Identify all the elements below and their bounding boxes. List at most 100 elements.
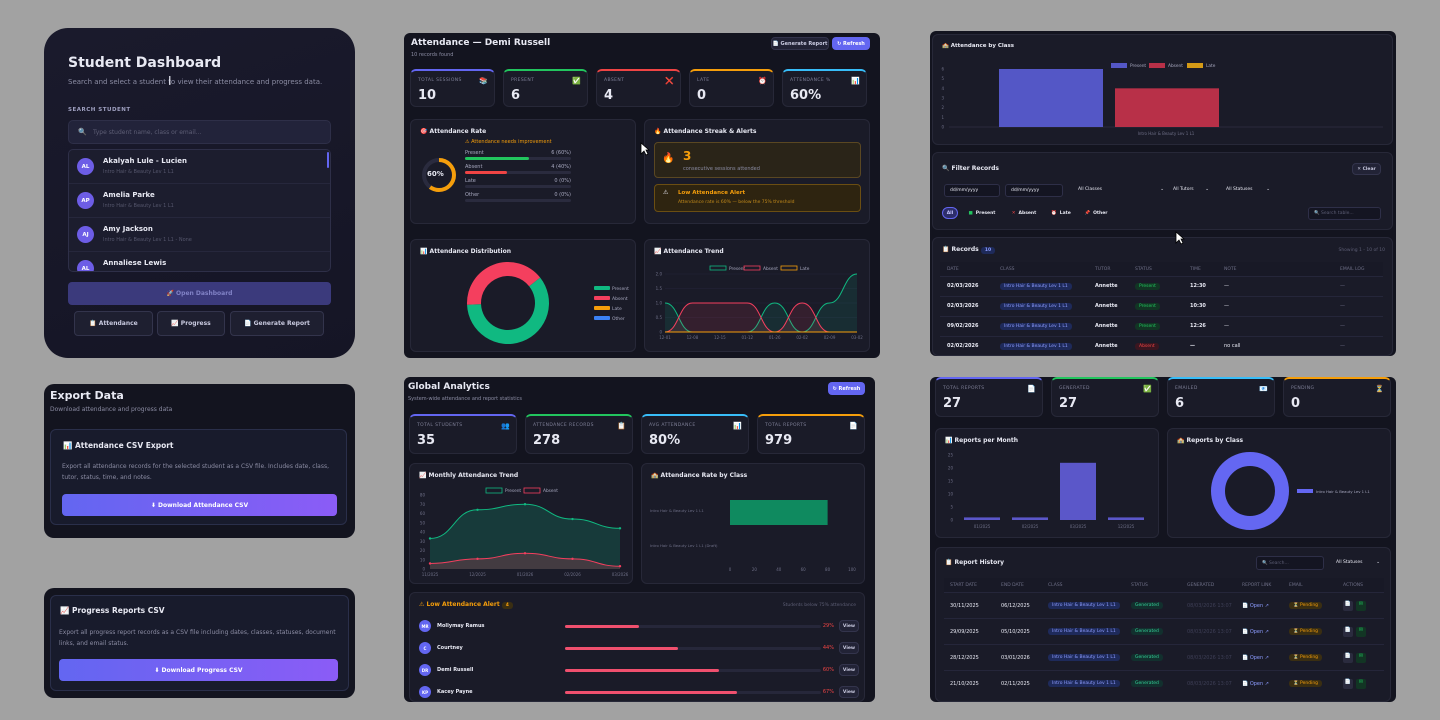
student-list-item[interactable]: AL Annaliese Lewis bbox=[69, 252, 330, 271]
records-panel: 🏫 Attendance by Class 6 5 4 3 2 1 0 Present Abse… bbox=[930, 31, 1396, 356]
date-to-input[interactable]: dd/mm/yyyy bbox=[1005, 184, 1063, 197]
trend-card: 📈 Attendance Trend 2.0 1.5 1.0 0.5 0 12-01 12-… bbox=[644, 239, 870, 352]
distribution-title: 📊 Attendance Distribution bbox=[420, 248, 511, 255]
stat-value: 35 bbox=[417, 433, 436, 448]
view-button[interactable]: View bbox=[839, 620, 859, 632]
clear-filters-button[interactable]: ✕ Clear bbox=[1352, 163, 1381, 175]
fire-icon: 🔥 bbox=[662, 153, 675, 164]
tab-generate-report[interactable]: 📄 Generate Report bbox=[230, 311, 324, 336]
download-attendance-csv-button[interactable]: ⬇ Download Attendance CSV bbox=[62, 494, 337, 516]
search-input[interactable]: 🔍 Type student name, class or email... bbox=[68, 120, 331, 144]
document-icon[interactable]: 📄 bbox=[1343, 600, 1353, 611]
x-tick-label: 03/2025 bbox=[1070, 524, 1087, 529]
status-select[interactable]: All Statuses ⌄ bbox=[1221, 184, 1273, 197]
records-table: DATE CLASS TUTOR STATUS TIME NOTE EMAIL LOG 02… bbox=[940, 262, 1383, 355]
student-list-item[interactable]: AP Amelia Parke Intro Hair & Beauty Lev 1 … bbox=[69, 184, 330, 218]
avatar: KP bbox=[419, 686, 431, 698]
student-list-item[interactable]: AL Akalyah Lule - Lucien Intro Hair & Beau… bbox=[69, 150, 330, 184]
data-point bbox=[476, 508, 479, 511]
table-row[interactable]: 29/09/2025 05/10/2025 Intro Hair & Beauty … bbox=[944, 618, 1384, 644]
cell-class-tag: Intro Hair & Beauty Lev 1 L1 bbox=[1000, 282, 1072, 290]
table-search-input[interactable]: 🔍 Search table... bbox=[1308, 207, 1381, 220]
table-row[interactable]: 30/11/2025 06/12/2025 Intro Hair & Beauty … bbox=[944, 592, 1384, 618]
stat-icon: 👥 bbox=[501, 422, 510, 430]
date-from-input[interactable]: dd/mm/yyyy bbox=[944, 184, 1000, 197]
download-progress-csv-button[interactable]: ⬇ Download Progress CSV bbox=[59, 659, 338, 681]
history-status-select[interactable]: All Statuses ⌄ bbox=[1331, 556, 1383, 570]
report-history-table: START DATE END DATE CLASS STATUS GENERATED RE… bbox=[944, 578, 1384, 701]
history-search-input[interactable]: 🔍 Search... bbox=[1256, 556, 1324, 570]
open-report-link[interactable]: 📄 Open ↗ bbox=[1242, 654, 1269, 661]
document-icon[interactable]: 📄 bbox=[1343, 652, 1353, 663]
table-row[interactable]: 28/12/2025 03/01/2026 Intro Hair & Beauty … bbox=[944, 644, 1384, 670]
stat-card: ATTENDANCE % 60% 📊 bbox=[782, 69, 867, 107]
student-list-item[interactable]: AJ Amy Jackson Intro Hair & Beauty Lev 1 L… bbox=[69, 218, 330, 252]
chip-late[interactable]: ⏰ Late bbox=[1047, 207, 1075, 219]
attendance-percent: 44% bbox=[822, 645, 834, 651]
tutor-select[interactable]: All Tutors ⌄ bbox=[1168, 184, 1212, 197]
progress-csv-panel: 📈 Progress Reports CSV Export all progre… bbox=[44, 588, 355, 698]
progress-csv-desc: Export all progress report records as a … bbox=[59, 629, 336, 647]
cell-status-badge: Generated bbox=[1131, 654, 1163, 661]
refresh-button[interactable]: ↻ Refresh bbox=[832, 37, 870, 50]
bar-1 bbox=[1012, 517, 1048, 520]
monthly-trend-title: 📈 Monthly Attendance Trend bbox=[419, 472, 519, 479]
rate-row-label: Other bbox=[465, 192, 480, 198]
email-send-icon[interactable]: ✉ bbox=[1356, 626, 1366, 637]
cell-tutor: Annette bbox=[1095, 303, 1118, 309]
stat-icon: 📄 bbox=[849, 422, 858, 430]
open-report-link[interactable]: 📄 Open ↗ bbox=[1242, 602, 1269, 609]
history-status-value: All Statuses bbox=[1336, 560, 1363, 565]
rate-by-class-chart: 0 20 40 60 80 100 Intro Hair & Beauty Lev 1 L1… bbox=[650, 500, 856, 572]
email-send-icon[interactable]: ✉ bbox=[1356, 678, 1366, 689]
table-row[interactable]: 02/02/2026 Intro Hair & Beauty Lev 1 L1 An… bbox=[940, 336, 1383, 355]
open-dashboard-button[interactable]: 🚀 Open Dashboard bbox=[68, 282, 331, 305]
rate-row-count: 0 (0%) bbox=[554, 178, 571, 184]
x-tick-label: 02/2025 bbox=[1022, 524, 1039, 529]
table-row[interactable]: 02/03/2026 Intro Hair & Beauty Lev 1 L1 An… bbox=[940, 296, 1383, 315]
chip-present[interactable]: ■ Present bbox=[963, 207, 1001, 219]
email-send-icon[interactable]: ✉ bbox=[1356, 600, 1366, 611]
attendance-by-class-card: 🏫 Attendance by Class 6 5 4 3 2 1 0 Present Abse… bbox=[932, 34, 1393, 145]
attendance-rate-ring bbox=[422, 158, 456, 192]
view-button[interactable]: View bbox=[839, 664, 859, 676]
cell-status-badge: Present bbox=[1135, 302, 1160, 310]
tutor-select-value: All Tutors bbox=[1173, 187, 1194, 192]
low-attendance-note: Students below 75% attendance bbox=[782, 603, 856, 608]
generate-report-button[interactable]: 📄 Generate Report bbox=[771, 37, 829, 50]
document-icon[interactable]: 📄 bbox=[1343, 678, 1353, 689]
view-button[interactable]: View bbox=[839, 642, 859, 654]
table-row[interactable]: 21/10/2025 02/11/2025 Intro Hair & Beauty … bbox=[944, 670, 1384, 696]
low-attendance-count: 4 bbox=[501, 602, 513, 609]
global-refresh-button[interactable]: ↻ Refresh bbox=[828, 382, 865, 395]
stat-label: TOTAL REPORTS bbox=[943, 386, 985, 391]
view-button[interactable]: View bbox=[839, 686, 859, 698]
document-icon[interactable]: 📄 bbox=[1343, 626, 1353, 637]
cell-note: — bbox=[1224, 323, 1229, 329]
stat-value: 27 bbox=[943, 396, 962, 411]
tab-attendance[interactable]: 📋 Attendance bbox=[74, 311, 153, 336]
stat-card: TOTAL STUDENTS 35 👥 bbox=[409, 414, 517, 454]
stat-label: ABSENT bbox=[604, 78, 625, 83]
open-report-link[interactable]: 📄 Open ↗ bbox=[1242, 628, 1269, 635]
open-report-link[interactable]: 📄 Open ↗ bbox=[1242, 680, 1269, 687]
chip-all[interactable]: All bbox=[942, 207, 958, 219]
x-tick-label: 12-01 bbox=[659, 335, 671, 340]
chip-other[interactable]: 📌 Other bbox=[1081, 207, 1111, 219]
table-row[interactable]: 02/03/2026 Intro Hair & Beauty Lev 1 L1 An… bbox=[940, 276, 1383, 295]
list-scrollbar[interactable] bbox=[327, 152, 329, 168]
email-send-icon[interactable]: ✉ bbox=[1356, 652, 1366, 663]
pointer-cursor-icon bbox=[1175, 231, 1185, 245]
cell-class-tag: Intro Hair & Beauty Lev 1 L1 bbox=[1048, 680, 1120, 687]
legend-swatch bbox=[523, 487, 541, 494]
stat-icon: 📊 bbox=[733, 422, 742, 430]
chip-absent[interactable]: ✕ Absent bbox=[1006, 207, 1042, 219]
page-title: Student Dashboard bbox=[68, 55, 222, 71]
chip-other-label: Other bbox=[1093, 210, 1108, 216]
global-title: Global Analytics bbox=[408, 382, 490, 392]
cell-email-badge: ⏳ Pending bbox=[1289, 654, 1323, 661]
class-select[interactable]: All Classes ⌄ bbox=[1073, 184, 1167, 197]
tab-progress[interactable]: 📈 Progress bbox=[157, 311, 225, 336]
table-row[interactable]: 09/02/2026 Intro Hair & Beauty Lev 1 L1 An… bbox=[940, 316, 1383, 335]
cross-icon: ✕ bbox=[1011, 210, 1016, 216]
